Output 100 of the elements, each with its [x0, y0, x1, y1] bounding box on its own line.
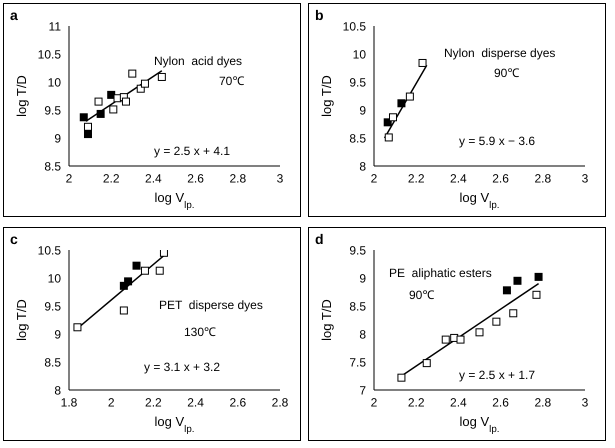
- y-tick-label: 10.5: [38, 47, 62, 62]
- x-tick-label: 2.6: [492, 396, 510, 410]
- y-tick-label: 9: [54, 327, 62, 342]
- y-tick-label: 8.5: [349, 131, 366, 146]
- x-tick-label: 2: [66, 172, 73, 186]
- point: [456, 336, 465, 344]
- y-axis-title: log T/D: [14, 75, 29, 117]
- x-tick-label: 3: [276, 172, 284, 186]
- x-tick-label: 2.4: [145, 172, 162, 186]
- y-tick-label: 8.5: [44, 355, 62, 370]
- x-tick-label: 2: [370, 172, 378, 186]
- annotation: 90℃: [409, 287, 434, 303]
- annotation: Nylon disperse dyes: [444, 46, 556, 60]
- y-tick-label: 9: [359, 271, 366, 286]
- y-tick-label: 8: [359, 159, 366, 174]
- point: [422, 359, 431, 368]
- x-axis-title: log V$_{lp.}$: [154, 190, 194, 210]
- point: [107, 90, 116, 99]
- annotation: y = 2.5 x + 4.1: [154, 144, 230, 158]
- x-tick-label: 2.8: [229, 172, 246, 186]
- x-tick-label: 1.8: [60, 396, 78, 410]
- y-tick-label: 9: [359, 103, 366, 118]
- y-tick-label: 10: [48, 75, 62, 90]
- y-tick-label: 9.5: [44, 103, 62, 118]
- point: [476, 328, 484, 336]
- point: [160, 250, 168, 257]
- x-tick-label: 2.8: [534, 396, 552, 410]
- x-tick-label: 2: [108, 396, 115, 410]
- chart-title: b: [315, 7, 324, 23]
- x-tick-label: 2.4: [450, 396, 468, 410]
- x-tick-label: 2.6: [229, 396, 246, 410]
- x-tick-label: 2.4: [450, 172, 468, 186]
- y-tick-label: 7: [359, 383, 366, 398]
- point: [418, 58, 427, 67]
- x-axis-title: log V$_{lp.}$: [460, 414, 500, 434]
- y-tick-label: 7.5: [349, 355, 366, 370]
- point: [140, 266, 149, 275]
- point: [509, 309, 518, 318]
- point: [442, 336, 450, 344]
- y-axis-title: log T/D: [14, 299, 29, 341]
- annotation: 90℃: [494, 65, 520, 81]
- y-axis-title: log T/D: [319, 75, 334, 117]
- point: [492, 318, 500, 326]
- point: [84, 122, 92, 131]
- x-tick-label: 2.6: [492, 172, 510, 186]
- y-tick-label: 8.5: [44, 159, 62, 174]
- point: [534, 272, 543, 281]
- point: [158, 72, 166, 81]
- point: [532, 290, 540, 299]
- point: [384, 133, 393, 142]
- x-tick-label: 3: [582, 172, 589, 186]
- x-tick-label: 2.4: [187, 396, 204, 410]
- annotation: y = 5.9 x − 3.6: [459, 134, 536, 148]
- y-tick-label: 10: [352, 47, 366, 62]
- y-tick-label: 8.5: [349, 299, 366, 314]
- annotation: y = 3.1 x + 3.2: [144, 360, 220, 374]
- y-tick-label: 10: [48, 271, 62, 286]
- point: [109, 105, 118, 114]
- x-tick-label: 2: [370, 396, 378, 410]
- y-axis-title: log T/D: [319, 299, 334, 341]
- x-tick-label: 3: [582, 396, 589, 410]
- annotation: Nylon acid dyes: [154, 54, 242, 68]
- x-tick-label: 2.6: [187, 172, 204, 186]
- annotation: PE aliphatic esters: [389, 266, 492, 280]
- y-tick-label: 8: [359, 327, 366, 342]
- point: [132, 262, 141, 270]
- chart-title: a: [10, 7, 18, 23]
- point: [406, 92, 414, 101]
- annotation: 70℃: [219, 73, 244, 89]
- point: [388, 113, 397, 122]
- y-tick-label: 11: [48, 19, 62, 34]
- x-tick-label: 2.2: [145, 396, 162, 410]
- x-tick-label: 2.2: [102, 172, 120, 186]
- point: [73, 323, 82, 332]
- x-axis-title: log V$_{lp.}$: [460, 190, 500, 210]
- point: [140, 80, 149, 88]
- x-tick-label: 2.8: [272, 396, 289, 410]
- point: [94, 98, 103, 106]
- y-tick-label: 8: [54, 383, 62, 398]
- y-tick-label: 9: [54, 131, 62, 146]
- point: [397, 374, 406, 382]
- point: [120, 306, 128, 314]
- x-tick-label: 2.8: [534, 172, 552, 186]
- point: [124, 277, 132, 286]
- chart-title: c: [10, 231, 18, 247]
- point: [96, 110, 105, 118]
- point: [502, 286, 511, 294]
- point: [156, 266, 164, 275]
- point: [513, 276, 522, 285]
- x-tick-label: 2.2: [408, 172, 425, 186]
- y-tick-label: 9.5: [44, 299, 62, 314]
- point: [122, 98, 130, 106]
- x-axis-title: log V$_{lp.}$: [154, 414, 194, 434]
- point: [397, 99, 406, 108]
- y-tick-label: 10.5: [38, 243, 62, 258]
- y-tick-label: 10.5: [342, 19, 366, 34]
- annotation: PET disperse dyes: [159, 298, 263, 312]
- y-tick-label: 9.5: [349, 75, 366, 90]
- x-tick-label: 2.2: [408, 396, 425, 410]
- annotation: y = 2.5 x + 1.7: [459, 368, 536, 382]
